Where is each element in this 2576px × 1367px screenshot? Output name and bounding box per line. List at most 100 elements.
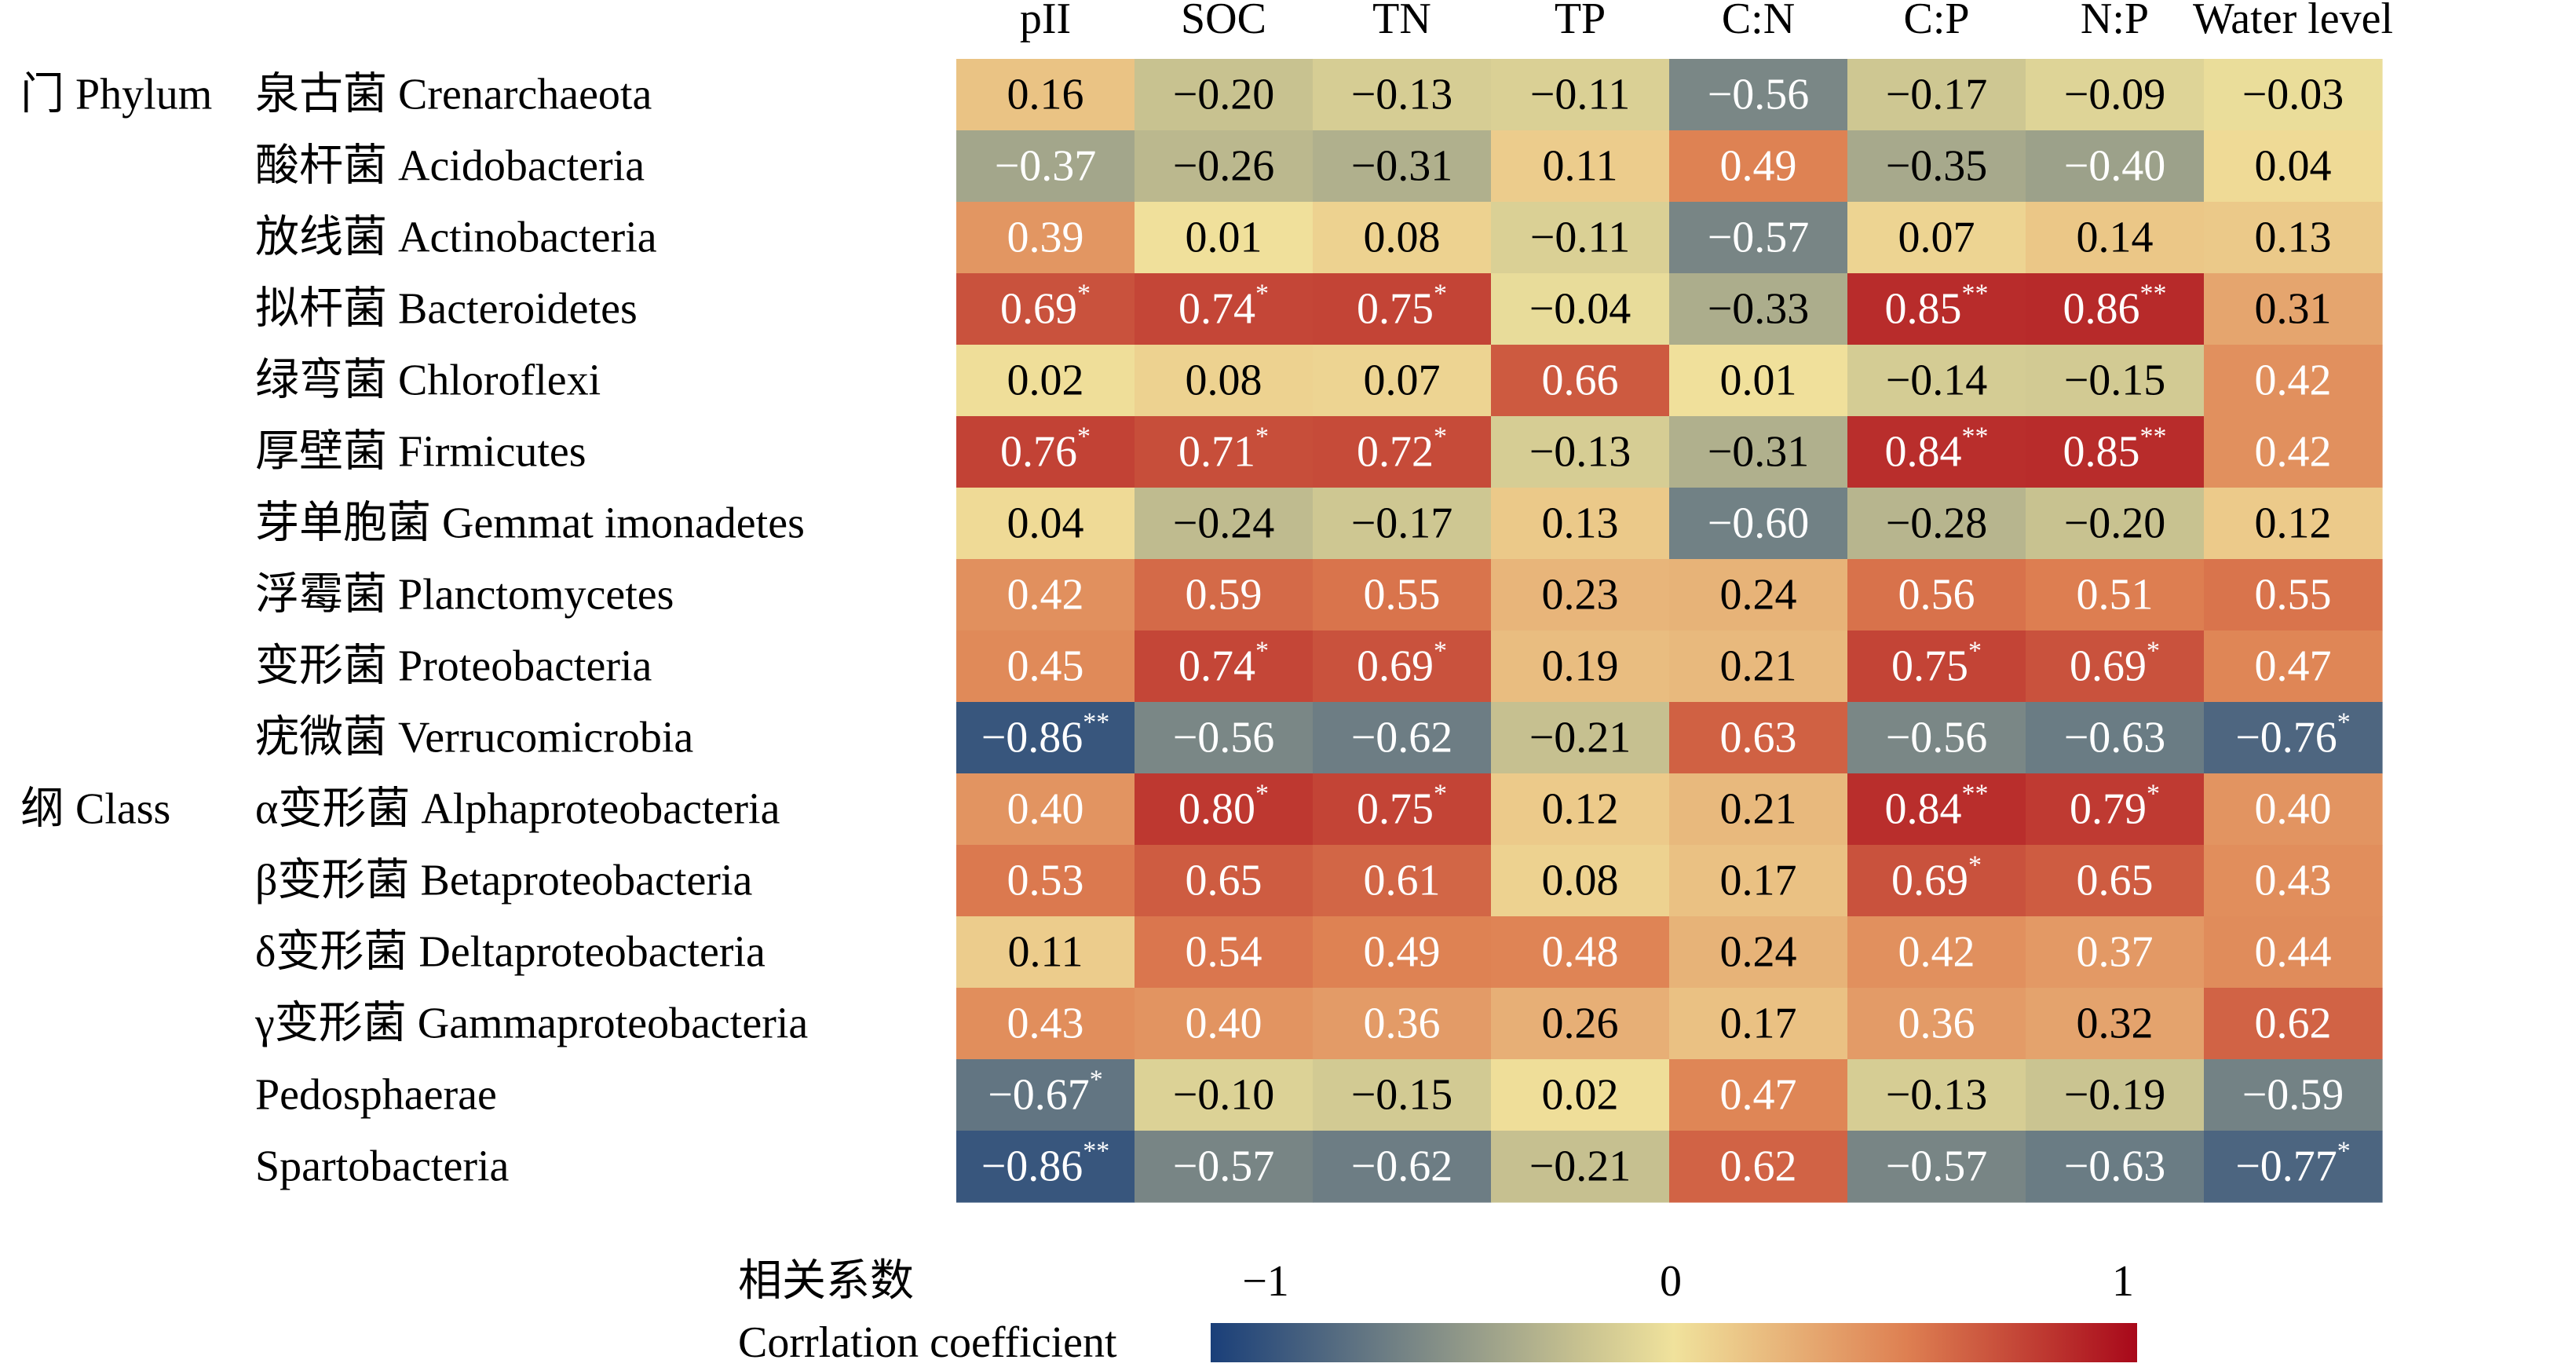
heatmap-cell <box>1135 1059 1314 1131</box>
cell-value-label: −0.19 <box>2064 1071 2166 1120</box>
heatmap-cell <box>1135 345 1314 417</box>
heatmap-cell <box>1313 988 1492 1060</box>
heatmap-cell <box>1669 845 1848 917</box>
row-label: α变形菌 Alphaproteobacteria <box>255 785 780 834</box>
cell-value-label: −0.56 <box>1173 714 1275 762</box>
cell-value-label: −0.62 <box>1351 714 1453 762</box>
heatmap-cell <box>1669 59 1848 131</box>
cell-value-label: −0.24 <box>1173 499 1275 548</box>
heatmap-cell <box>1669 130 1848 203</box>
heatmap-cell <box>1491 1059 1670 1131</box>
cell-value-label: −0.09 <box>2064 71 2166 119</box>
cell-value-label: −0.57 <box>1886 1142 1988 1191</box>
cell-value-label: −0.62 <box>1351 1142 1453 1191</box>
heatmap-cell <box>1135 773 1314 846</box>
row-label: 厚壁菌 Firmicutes <box>255 428 586 477</box>
cell-value-label: 0.23 <box>1542 571 1619 620</box>
heatmap-cell <box>2204 773 2383 846</box>
cell-value-label: 0.54 <box>1186 928 1262 977</box>
colorbar-tick-label: 1 <box>2112 1257 2134 1306</box>
column-header: pII <box>1020 0 1071 43</box>
cell-value-label: 0.75* <box>1357 779 1447 834</box>
heatmap-cell <box>1491 488 1670 560</box>
heatmap-cell <box>2026 1059 2205 1131</box>
cell-value-label: −0.31 <box>1708 428 1810 477</box>
heatmap-cell <box>1135 845 1314 917</box>
cell-value-label: 0.65 <box>2077 857 2154 905</box>
cell-value-label: 0.53 <box>1007 857 1084 905</box>
cell-value-label: 0.07 <box>1364 356 1441 405</box>
heatmap-cell <box>1491 988 1670 1060</box>
cell-value-label: 0.48 <box>1542 928 1619 977</box>
heatmap-cell <box>956 988 1135 1060</box>
cell-value-label: 0.49 <box>1720 142 1797 191</box>
heatmap-cell <box>1491 202 1670 274</box>
cell-value-label: −0.17 <box>1886 71 1988 119</box>
cell-value-label: −0.60 <box>1708 499 1810 548</box>
heatmap-cell <box>2204 202 2383 274</box>
cell-value-label: −0.63 <box>2064 714 2166 762</box>
cell-value-label: −0.26 <box>1173 142 1275 191</box>
heatmap-cell <box>956 488 1135 560</box>
column-header: SOC <box>1181 0 1266 43</box>
cell-value-label: 0.79* <box>2070 779 2160 834</box>
cell-value-label: −0.63 <box>2064 1142 2166 1191</box>
cell-value-label: −0.67* <box>988 1065 1103 1120</box>
heatmap-cell <box>1669 273 1848 345</box>
heatmap-cell <box>1313 559 1492 631</box>
cell-value-label: 0.51 <box>2077 571 2154 620</box>
heatmap-cell <box>2204 130 2383 203</box>
heatmap-cell <box>1313 345 1492 417</box>
cell-value-label: −0.11 <box>1530 71 1631 119</box>
heatmap-cell <box>1313 488 1492 560</box>
cell-value-label: −0.03 <box>2242 71 2344 119</box>
heatmap-cell <box>1669 988 1848 1060</box>
heatmap-cell <box>1847 631 2026 703</box>
cell-value-label: 0.26 <box>1542 1000 1619 1048</box>
row-labels: 泉古菌 Crenarchaeota 酸杆菌 Acidobacteria 放线菌 Ac… <box>254 71 808 1191</box>
heatmap-cell <box>1491 130 1670 203</box>
heatmap-cell <box>1847 702 2026 774</box>
heatmap-cell <box>2204 1059 2383 1131</box>
heatmap-cell <box>1847 488 2026 560</box>
cell-value-label: 0.36 <box>1364 1000 1441 1048</box>
cell-value-label: 0.32 <box>2077 1000 2154 1048</box>
heatmap-cell <box>1313 59 1492 131</box>
cell-value-label: 0.69* <box>1000 279 1091 334</box>
cell-value-label: −0.33 <box>1708 285 1810 334</box>
heatmap-cell <box>1669 559 1848 631</box>
heatmap-cell <box>1847 416 2026 488</box>
heatmap-cell <box>2204 345 2383 417</box>
cell-value-label: 0.47 <box>2255 642 2332 691</box>
cell-value-label: 0.42 <box>1898 928 1975 977</box>
cell-value-label: −0.76* <box>2235 707 2351 762</box>
heatmap-cell <box>2026 130 2205 203</box>
heatmap-cell <box>1313 631 1492 703</box>
cell-value-label: 0.07 <box>1898 214 1975 262</box>
column-header: C:P <box>1903 0 1969 43</box>
cell-value-label: −0.10 <box>1173 1071 1275 1120</box>
cell-value-label: 0.40 <box>1007 785 1084 834</box>
heatmap-cell <box>1135 273 1314 345</box>
cell-value-label: −0.14 <box>1886 356 1988 405</box>
heatmap-cell <box>1491 702 1670 774</box>
cell-value-label: 0.86** <box>2063 279 2167 334</box>
heatmap-cell <box>1669 916 1848 989</box>
cell-value-label: 0.31 <box>2255 285 2332 334</box>
heatmap-cell <box>1491 773 1670 846</box>
heatmap-cell <box>1847 559 2026 631</box>
heatmap-cell <box>2026 1131 2205 1203</box>
heatmap-cell <box>1135 702 1314 774</box>
heatmap-cell <box>1669 1131 1848 1203</box>
heatmap-cell <box>1669 1059 1848 1131</box>
cell-value-label: 0.42 <box>1007 571 1084 620</box>
cell-value-label: −0.21 <box>1529 714 1631 762</box>
cell-value-label: 0.13 <box>1542 499 1619 548</box>
cell-value-label: −0.86** <box>981 1136 1110 1191</box>
cell-value-label: −0.04 <box>1529 285 1631 334</box>
heatmap-cell <box>1847 1131 2026 1203</box>
heatmap-cell <box>1135 559 1314 631</box>
cell-value-label: 0.16 <box>1007 71 1084 119</box>
cell-value-label: 0.08 <box>1186 356 1262 405</box>
heatmap-cell <box>1313 916 1492 989</box>
